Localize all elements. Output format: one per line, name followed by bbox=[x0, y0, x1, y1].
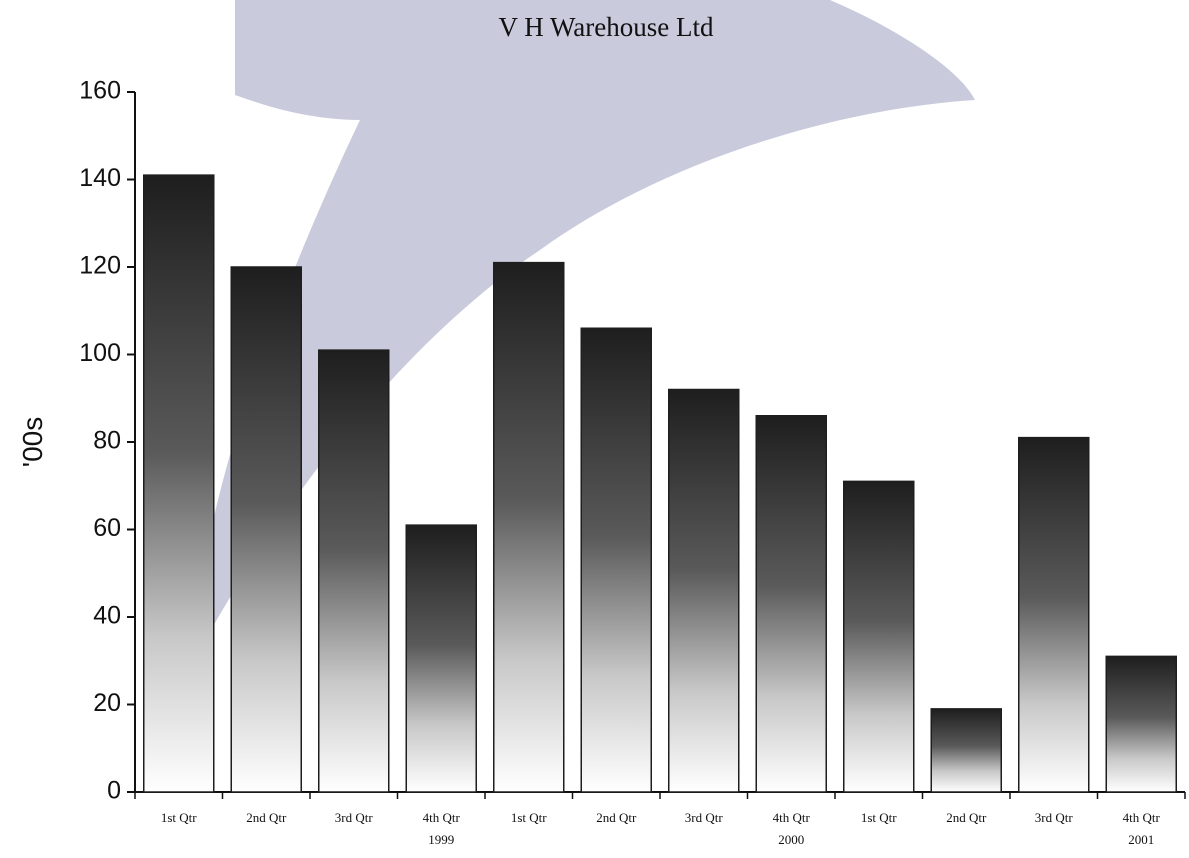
x-tick-label: 3rd Qtr bbox=[335, 810, 374, 825]
x-tick-label: 2nd Qtr bbox=[596, 810, 637, 825]
y-axis-label: '00s bbox=[17, 417, 48, 468]
y-tick-label: 120 bbox=[79, 252, 121, 280]
chart-title: V H Warehouse Ltd bbox=[498, 12, 714, 42]
y-tick-label: 100 bbox=[79, 339, 121, 367]
x-tick-label: 4th Qtr bbox=[773, 810, 811, 825]
y-tick-label: 80 bbox=[93, 427, 121, 455]
x-tick-label: 1st Qtr bbox=[511, 810, 547, 825]
y-tick-label: 40 bbox=[93, 602, 121, 630]
y-tick-label: 0 bbox=[107, 777, 121, 805]
y-tick-label: 60 bbox=[93, 514, 121, 542]
x-tick-label: 2nd Qtr bbox=[946, 810, 987, 825]
x-tick-label: 1st Qtr bbox=[161, 810, 197, 825]
bar bbox=[930, 708, 1002, 793]
x-tick-label: 4th Qtr bbox=[1123, 810, 1161, 825]
y-tick-label: 20 bbox=[93, 689, 121, 717]
x-tick-label: 3rd Qtr bbox=[1035, 810, 1074, 825]
background-swoosh bbox=[190, 0, 975, 668]
bar bbox=[230, 266, 302, 793]
bar bbox=[405, 524, 477, 793]
x-tick-label: 3rd Qtr bbox=[685, 810, 724, 825]
bar bbox=[1018, 436, 1090, 793]
x-tick-label: 1st Qtr bbox=[861, 810, 897, 825]
y-tick-label: 160 bbox=[79, 77, 121, 105]
bar bbox=[493, 261, 565, 793]
y-tick-label: 140 bbox=[79, 164, 121, 192]
x-group-label: 1999 bbox=[428, 832, 454, 847]
x-group-label: 2001 bbox=[1128, 832, 1154, 847]
x-group-label: 2000 bbox=[778, 832, 804, 847]
bar bbox=[668, 388, 740, 793]
bar bbox=[755, 415, 827, 793]
bar bbox=[143, 174, 215, 793]
x-tick-label: 4th Qtr bbox=[423, 810, 461, 825]
bar bbox=[580, 327, 652, 793]
bar bbox=[1105, 655, 1177, 793]
x-tick-label: 2nd Qtr bbox=[246, 810, 287, 825]
bar bbox=[318, 349, 390, 793]
bar bbox=[843, 480, 915, 793]
